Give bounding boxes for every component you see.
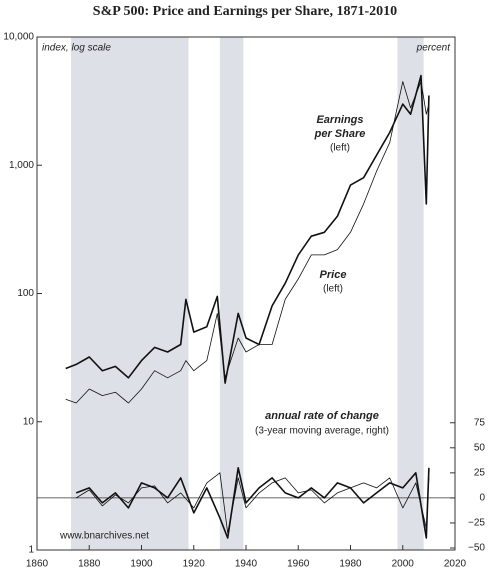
x-tick-label: 1940 bbox=[235, 559, 258, 570]
annotation: per Share bbox=[314, 128, 366, 140]
annotation: (left) bbox=[330, 143, 350, 154]
annotation: index, log scale bbox=[42, 43, 111, 54]
y2-tick-label: −25 bbox=[468, 518, 485, 529]
shaded-period bbox=[219, 37, 244, 550]
y-tick-label: 10 bbox=[23, 416, 35, 427]
annotation: www.bnarchives.net bbox=[59, 531, 149, 542]
series-line bbox=[65, 74, 430, 384]
series-line bbox=[65, 81, 430, 404]
y-tick-label: 1,000 bbox=[9, 160, 34, 171]
y2-tick-label: 75 bbox=[474, 417, 486, 428]
y-tick-label: 1 bbox=[28, 545, 34, 556]
annotation: annual rate of change bbox=[265, 410, 379, 422]
x-tick-label: 1980 bbox=[339, 559, 362, 570]
y2-tick-label: −50 bbox=[468, 543, 485, 554]
x-tick-label: 1860 bbox=[26, 559, 49, 570]
annotation: Earnings bbox=[316, 114, 363, 126]
y2-tick-label: 0 bbox=[479, 493, 485, 504]
x-tick-label: 1900 bbox=[130, 559, 153, 570]
shaded-period bbox=[70, 37, 189, 550]
shaded-period bbox=[397, 37, 424, 550]
series-line bbox=[75, 467, 430, 539]
annotation: Price bbox=[320, 269, 347, 281]
chart-title: S&P 500: Price and Earnings per Share, 1… bbox=[93, 4, 397, 19]
y2-tick-label: 50 bbox=[474, 442, 486, 453]
annotation: (left) bbox=[323, 284, 343, 295]
x-tick-label: 1880 bbox=[78, 559, 101, 570]
x-tick-label: 1920 bbox=[183, 559, 206, 570]
x-tick-label: 2020 bbox=[444, 559, 467, 570]
series-line bbox=[75, 472, 430, 534]
x-tick-label: 1960 bbox=[287, 559, 310, 570]
x-tick-label: 2000 bbox=[392, 559, 415, 570]
y-tick-label: 10,000 bbox=[3, 32, 34, 43]
annotation: percent bbox=[416, 43, 452, 54]
annotation: (3-year moving average, right) bbox=[255, 426, 389, 437]
y-tick-label: 100 bbox=[17, 288, 34, 299]
y2-tick-label: 25 bbox=[474, 467, 486, 478]
